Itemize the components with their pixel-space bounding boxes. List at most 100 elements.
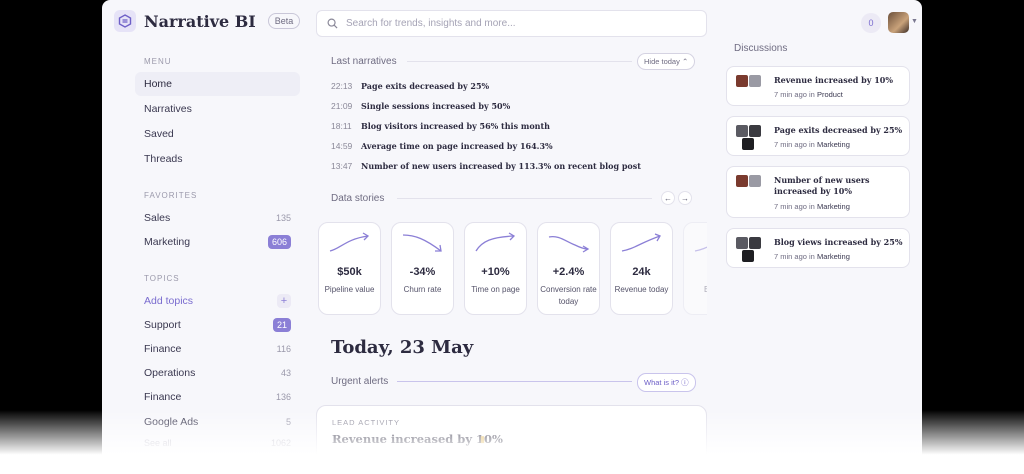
narrative-time: 14:59 <box>331 141 353 151</box>
trend-up-icon <box>475 232 516 252</box>
narrative-time: 22:13 <box>331 81 353 91</box>
sidebar-item-finance-2[interactable]: Finance 136 <box>135 385 300 409</box>
story-value: $50k <box>337 266 362 278</box>
story-label: Churn rate <box>403 285 442 294</box>
discussion-topic[interactable]: Product <box>816 90 843 99</box>
hide-today-button[interactable]: Hide today ⌃ <box>637 53 696 70</box>
chevron-up-icon: ⌃ <box>681 57 689 66</box>
prev-arrow-icon[interactable]: ← <box>661 191 675 205</box>
search-bar[interactable] <box>316 10 707 37</box>
sidebar-item-label: Finance <box>144 391 182 403</box>
next-arrow-icon[interactable]: → <box>678 191 692 205</box>
narrative-row[interactable]: 14:59 Average time on page increased by 1… <box>331 141 553 151</box>
user-avatar[interactable] <box>888 12 909 33</box>
narrative-row[interactable]: 21:09 Single sessions increased by 50% <box>331 101 510 111</box>
sidebar-item-label: Support <box>144 319 181 331</box>
alert-body: This month revenue per user in CA increa… <box>332 455 645 465</box>
story-card[interactable]: $ Boo... <box>683 222 707 315</box>
sidebar-item-support[interactable]: Support 21 <box>135 313 300 337</box>
story-card[interactable]: +2.4% Conversion rate today <box>537 222 600 315</box>
participant-avatars <box>735 124 765 154</box>
sidebar-item-label: Marketing <box>144 236 191 248</box>
data-stories-title: Data stories <box>331 193 385 204</box>
alert-card[interactable]: LEAD ACTIVITY Revenue increased by 10% ▮… <box>316 405 707 474</box>
sidebar-item-threads[interactable]: Threads <box>135 147 300 171</box>
sidebar-item-sales[interactable]: Sales 135 <box>135 206 300 230</box>
sidebar-item-label: Narratives <box>144 103 192 115</box>
discussion-card[interactable]: Page exits decreased by 25% 7 min ago in… <box>726 116 910 156</box>
sidebar-item-label: Operations <box>144 367 196 379</box>
sidebar-item-narratives[interactable]: Narratives <box>135 97 300 121</box>
sidebar-item-operations[interactable]: Operations 43 <box>135 361 300 385</box>
sidebar-item-finance[interactable]: Finance 116 <box>135 337 300 361</box>
page-title: Today, 23 May <box>331 337 474 358</box>
story-card[interactable]: +10% Time on page <box>464 222 527 315</box>
sidebar-item-label: Threads <box>144 153 183 165</box>
urgent-alerts-title: Urgent alerts <box>331 376 389 387</box>
discussion-topic[interactable]: Marketing <box>816 252 850 261</box>
item-count: 43 <box>280 368 291 378</box>
narrative-time: 18:11 <box>331 121 352 131</box>
participant-avatars <box>735 174 765 204</box>
avatar <box>735 236 749 250</box>
item-count: 1062 <box>270 438 291 448</box>
avatar <box>741 249 755 263</box>
item-count: 5 <box>285 417 291 427</box>
add-topics-button[interactable]: Add topics + <box>135 289 300 313</box>
discussion-time: 7 min ago in <box>774 90 815 99</box>
story-value: $ <box>684 266 707 278</box>
divider <box>397 381 632 382</box>
discussion-card[interactable]: Revenue increased by 10% 7 min ago in Pr… <box>726 66 910 106</box>
narrative-row[interactable]: 18:11 Blog visitors increased by 56% this… <box>331 121 550 131</box>
story-label: Conversion rate today <box>540 285 597 306</box>
discussion-topic[interactable]: Marketing <box>816 140 850 149</box>
narrative-row[interactable]: 22:13 Page exits decreased by 25% <box>331 81 489 91</box>
discussion-card[interactable]: Number of new users increased by 10% 7 m… <box>726 166 910 218</box>
see-all-link[interactable]: See all 1062 <box>135 431 300 455</box>
narrative-text: Number of new users increased by 113.3% … <box>361 161 641 171</box>
what-is-it-button[interactable]: What is it? ⓘ <box>637 373 696 392</box>
chevron-down-icon[interactable]: ▼ <box>911 18 918 25</box>
avatar <box>748 74 762 88</box>
story-card[interactable]: $50k Pipeline value <box>318 222 381 315</box>
item-count-badge: 606 <box>267 235 291 249</box>
narratives-title: Last narratives <box>331 56 397 67</box>
discussion-time: 7 min ago in <box>774 252 815 261</box>
story-card[interactable]: -34% Churn rate <box>391 222 454 315</box>
story-label: Pipeline value <box>324 285 375 294</box>
story-card[interactable]: 24k Revenue today <box>610 222 673 315</box>
discussion-topic[interactable]: Marketing <box>816 202 850 211</box>
sidebar-item-marketing[interactable]: Marketing 606 <box>135 230 300 254</box>
sidebar-item-home[interactable]: Home <box>135 72 300 96</box>
narrative-text: Single sessions increased by 50% <box>361 101 511 111</box>
story-value: +2.4% <box>552 266 585 278</box>
favorites-section-label: FAVORITES <box>144 191 198 200</box>
item-count: 116 <box>276 344 291 354</box>
discussion-meta: 7 min ago in Marketing <box>774 202 850 211</box>
discussion-meta: 7 min ago in Marketing <box>774 140 850 149</box>
divider <box>397 198 652 199</box>
item-count-badge: 21 <box>272 318 291 332</box>
data-stories-carousel: $50k Pipeline value -34% Churn rate +10%… <box>316 222 707 317</box>
topics-section-label: TOPICS <box>144 274 180 283</box>
discussions-title: Discussions <box>734 43 788 54</box>
discussion-meta: 7 min ago in Product <box>774 90 843 99</box>
discussion-title: Blog views increased by 25% <box>774 237 903 247</box>
sidebar-item-label: Google Ads <box>144 416 199 428</box>
what-is-it-label: What is it? <box>644 378 680 387</box>
narrative-row[interactable]: 13:47 Number of new users increased by 11… <box>331 161 641 171</box>
narrative-text: Average time on page increased by 164.3% <box>361 141 553 151</box>
notification-count[interactable]: 0 <box>861 13 881 33</box>
narrative-time: 13:47 <box>331 161 353 171</box>
brand[interactable]: Narrative BI Beta <box>114 10 301 32</box>
avatar <box>748 174 762 188</box>
trend-up-icon <box>329 232 370 252</box>
search-input[interactable] <box>346 18 686 29</box>
avatar <box>741 137 755 151</box>
beta-badge: Beta <box>267 13 301 29</box>
discussion-card[interactable]: Blog views increased by 25% 7 min ago in… <box>726 228 910 268</box>
discussion-time: 7 min ago in <box>774 140 815 149</box>
participant-avatars <box>735 74 765 104</box>
narrative-text: Page exits decreased by 25% <box>361 81 490 91</box>
sidebar-item-saved[interactable]: Saved <box>135 122 300 146</box>
